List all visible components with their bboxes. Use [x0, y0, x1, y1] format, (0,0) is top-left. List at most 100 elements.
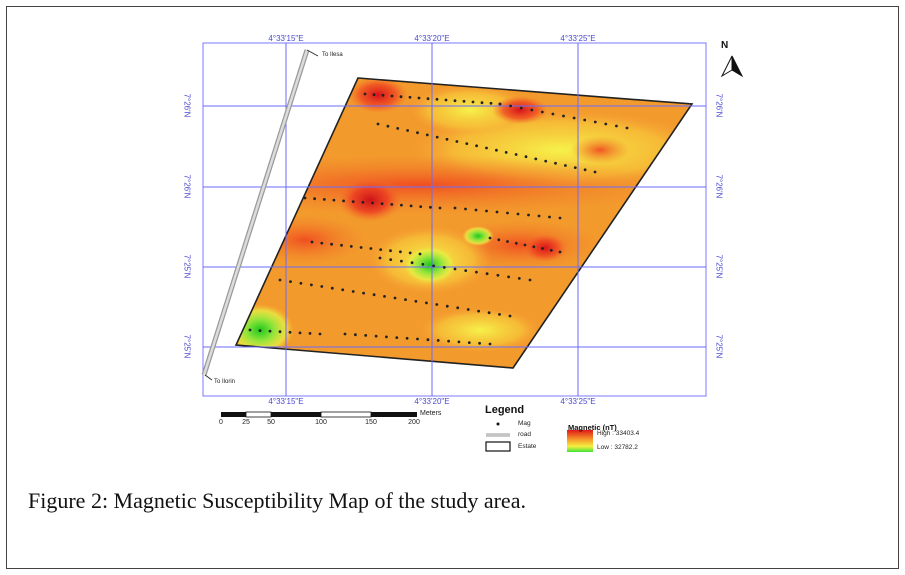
mag-point [488, 236, 492, 240]
mag-point [453, 206, 457, 210]
mag-point [343, 332, 347, 336]
mag-point [417, 96, 421, 100]
mag-point [444, 98, 448, 102]
mag-point [405, 336, 409, 340]
mag-point [549, 248, 553, 252]
mag-point [516, 212, 520, 216]
mag-point [435, 303, 439, 306]
legend-low-label: Low : 32782.2 [597, 444, 638, 451]
mag-point [464, 269, 468, 272]
mag-point [474, 208, 478, 212]
mag-point [485, 146, 488, 150]
left-tick-2: 7°26'N [182, 174, 192, 199]
scale-label-150: 150 [365, 419, 377, 426]
scale-label-25: 25 [242, 419, 250, 426]
mag-point [399, 250, 402, 254]
mag-point [477, 309, 480, 313]
mag-point [615, 124, 618, 128]
mag-point [436, 339, 440, 342]
mag-point [496, 273, 500, 277]
legend-symbols [485, 422, 593, 452]
road-arrow-bottom [204, 374, 213, 381]
mag-point [389, 258, 393, 261]
mag-point [551, 112, 555, 116]
mag-point [495, 210, 499, 214]
mag-point [562, 114, 565, 118]
mag-point [544, 159, 548, 163]
mag-point [445, 304, 449, 308]
mag-point [278, 278, 282, 282]
mag-point [488, 342, 492, 346]
mag-point [517, 277, 521, 280]
mag-point [258, 329, 262, 332]
mag-point [485, 272, 489, 276]
north-arrow-icon [720, 55, 744, 78]
mag-point [498, 102, 502, 106]
mag-point [583, 118, 587, 122]
mag-point [541, 247, 544, 250]
mag-point [442, 266, 446, 269]
mag-point [418, 252, 422, 256]
magnetic-surface [236, 78, 692, 368]
mag-point [558, 216, 562, 220]
mag-point [504, 151, 508, 154]
legend-magnetic-title: Magnetic (nT) [568, 423, 617, 432]
mag-point [478, 341, 481, 345]
mag-point [426, 97, 430, 101]
mag-point [372, 293, 376, 297]
legend-item-estate: Estate [518, 443, 537, 450]
mag-point [519, 106, 523, 110]
mag-point [330, 242, 333, 246]
mag-point [554, 161, 557, 165]
mag-point [421, 262, 425, 266]
mag-point [530, 108, 534, 112]
mag-point [409, 204, 413, 208]
mag-point [342, 199, 345, 203]
mag-point [445, 137, 449, 141]
mag-point [289, 280, 292, 283]
mag-point [374, 334, 378, 338]
mag-point [364, 334, 368, 337]
mag-point [558, 250, 562, 254]
mag-point [359, 246, 363, 249]
mag-point [278, 330, 282, 334]
mag-point [389, 249, 392, 253]
legend-point-icon [496, 422, 500, 426]
mag-point [362, 291, 365, 295]
mag-point [425, 133, 429, 137]
mag-point [465, 142, 469, 146]
mag-point [310, 240, 314, 244]
mag-point [593, 170, 597, 174]
mag-point [248, 328, 252, 332]
mag-point [534, 157, 538, 161]
mag-point [381, 93, 385, 97]
mag-point [429, 205, 432, 209]
mag-point [330, 286, 334, 290]
mag-points [248, 92, 629, 346]
mag-point [386, 124, 390, 128]
mag-point [572, 116, 576, 120]
bottom-tick-1: 4°33'15"E [268, 397, 304, 406]
mag-point [604, 122, 608, 126]
scale-units: Meters [420, 410, 442, 417]
mag-point [399, 95, 403, 99]
mag-point [341, 288, 345, 292]
legend-estate-icon [485, 441, 511, 452]
right-tick-2: 7°26'N [714, 174, 724, 199]
mag-point [288, 330, 292, 334]
mag-point [369, 247, 373, 250]
mag-point [349, 245, 353, 248]
mag-point [363, 92, 367, 96]
mag-point [303, 196, 307, 200]
left-tick-3: 7°25'N [182, 254, 192, 279]
mag-point [390, 94, 394, 98]
legend-title: Legend [485, 404, 525, 416]
mag-point [371, 201, 374, 205]
mag-point [408, 95, 412, 99]
mag-point [527, 213, 530, 217]
right-tick-3: 7°25'N [714, 254, 724, 279]
mag-point [485, 209, 488, 213]
mag-point [524, 155, 528, 159]
mag-point [495, 148, 498, 152]
legend-item-road: road [518, 431, 532, 438]
